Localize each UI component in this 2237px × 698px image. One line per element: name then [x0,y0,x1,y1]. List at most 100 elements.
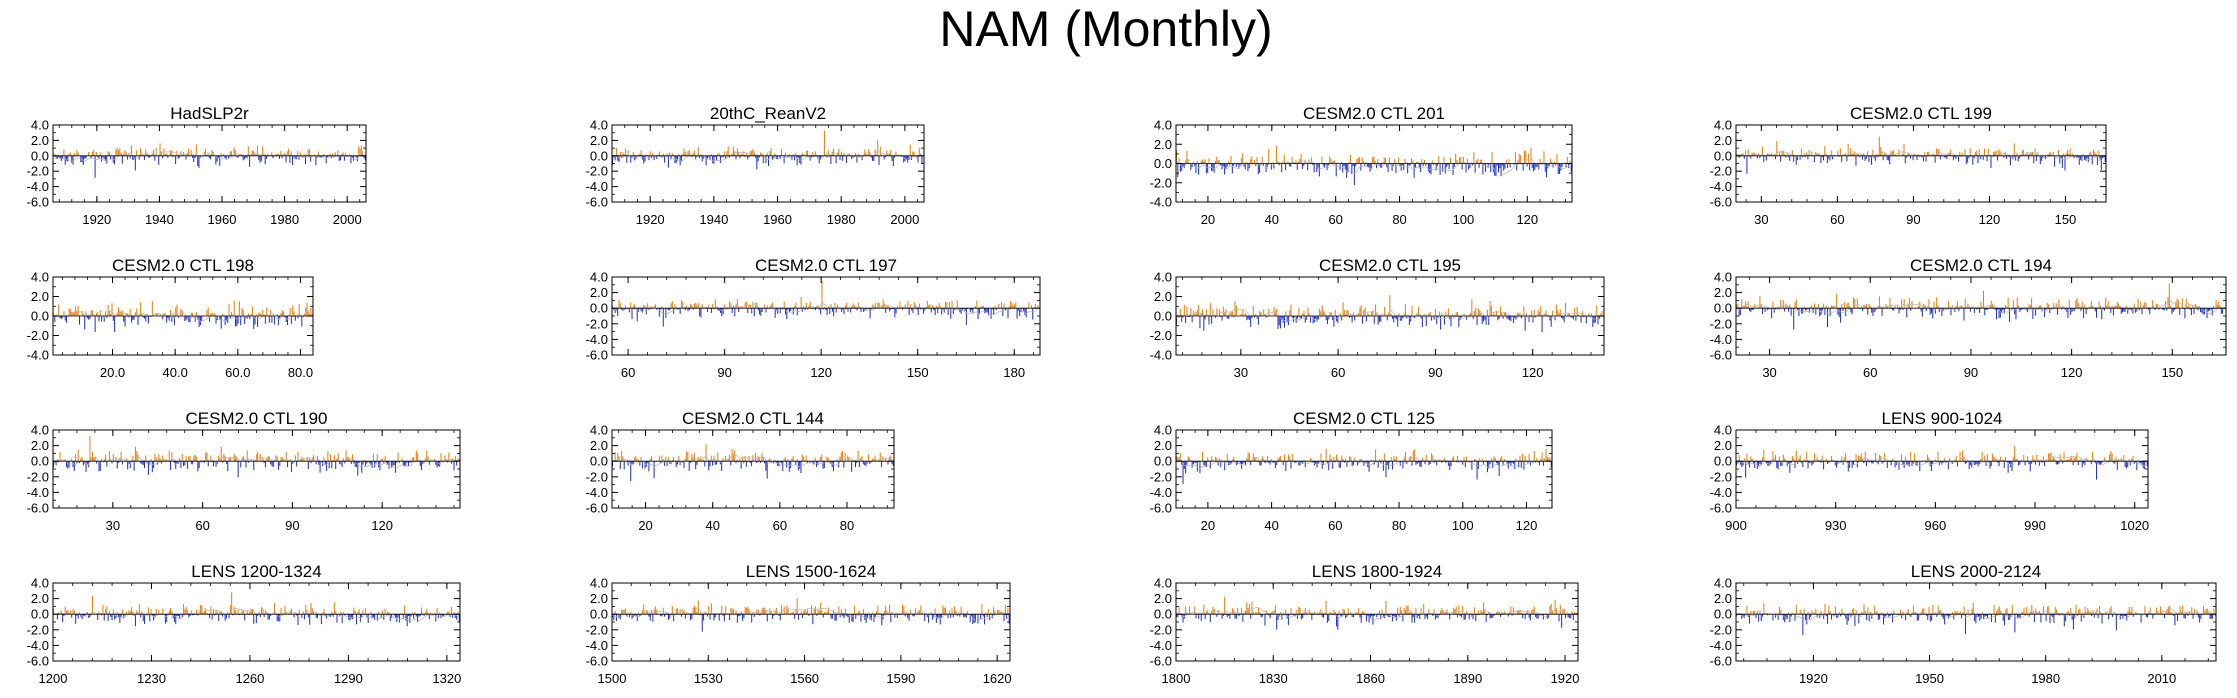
data-bar [350,461,352,465]
data-bar [1986,155,1988,162]
data-bar [752,149,754,156]
data-bar [1859,456,1861,462]
data-bar [98,611,100,615]
data-bar [1294,163,1296,165]
data-bar [53,608,55,615]
data-bar [761,452,763,462]
data-bar [2206,308,2208,319]
data-bar [1345,458,1347,462]
data-bar [1304,461,1306,468]
data-bar [1461,163,1463,170]
data-bar [1884,152,1886,156]
data-bar [1956,301,1958,309]
data-bar [79,612,81,615]
data-bar [885,155,887,158]
data-bar [709,461,711,467]
data-bar [2005,456,2007,462]
data-bar [1459,316,1461,320]
data-bar [1958,308,1960,312]
data-bar [684,308,686,311]
data-bar [1908,298,1910,309]
data-bar [1411,461,1413,466]
data-bar [99,310,101,316]
data-bar [352,454,354,462]
data-bar [634,303,636,309]
data-bar [1803,459,1805,462]
y-tick-label: 2.0 [31,438,49,453]
data-bar [723,151,725,156]
data-bar [1388,157,1390,164]
data-bar [2020,308,2022,311]
data-bar [60,610,62,615]
data-bar [235,316,237,327]
data-bar [418,460,420,462]
data-bar [2097,461,2099,464]
data-bar [1777,461,1779,470]
data-bar [1224,311,1226,316]
data-bar [211,149,213,156]
data-bar [877,302,879,309]
data-bar [202,314,204,316]
data-bar [649,151,651,156]
data-bar [176,614,178,617]
data-bar [853,461,855,463]
data-bar [1436,163,1439,166]
data-bar [107,614,109,622]
data-bar [184,461,186,466]
data-bar [1414,316,1416,319]
data-bar [1391,461,1394,470]
data-bar [2037,308,2039,310]
data-bar [879,146,881,156]
data-bar [1819,308,1821,317]
data-bar [332,614,334,617]
data-bar [1417,161,1419,164]
data-bar [93,457,95,462]
data-bar [618,155,620,163]
data-bar [1414,163,1416,168]
data-bar [199,460,201,462]
data-bar [960,308,962,314]
data-bar [1902,461,1904,466]
data-bar [1852,461,1855,465]
data-bar [2092,451,2094,462]
data-bar [2070,457,2072,462]
x-tick-label: 60 [773,518,787,533]
data-bar [879,452,881,462]
data-bar [2119,305,2121,309]
data-bar [710,154,712,156]
data-bar [1310,458,1312,462]
data-bar [1371,459,1373,462]
y-tick-label: 0.0 [31,454,49,469]
data-bar [286,151,288,156]
data-bar [843,152,845,156]
data-bar [2171,308,2173,315]
data-bar [2162,308,2164,310]
smoothed-line [611,150,921,162]
x-tick-label: 90 [1428,365,1442,380]
data-bar [1769,461,1771,465]
data-bar [1774,454,1777,462]
data-bar [1411,158,1413,164]
data-bar [1240,158,1242,164]
data-bar [129,611,131,615]
data-bar [2094,308,2096,312]
data-bar [2116,301,2118,309]
data-bar [167,316,169,318]
data-bar [1300,461,1302,463]
data-bar [186,316,188,319]
data-bar [708,155,710,157]
data-bar [758,155,760,158]
data-bar [342,152,344,156]
data-bar [1890,304,1892,309]
data-bar [1187,316,1189,317]
data-bar [1774,308,1777,310]
y-tick-label: 4.0 [590,118,608,133]
data-bar [419,461,421,467]
data-bar [1529,461,1531,466]
data-bar [362,461,364,465]
data-bar [394,614,397,618]
data-bar [687,308,689,312]
data-bar [1836,461,1838,468]
data-bar [760,152,762,156]
data-bar [745,461,747,467]
